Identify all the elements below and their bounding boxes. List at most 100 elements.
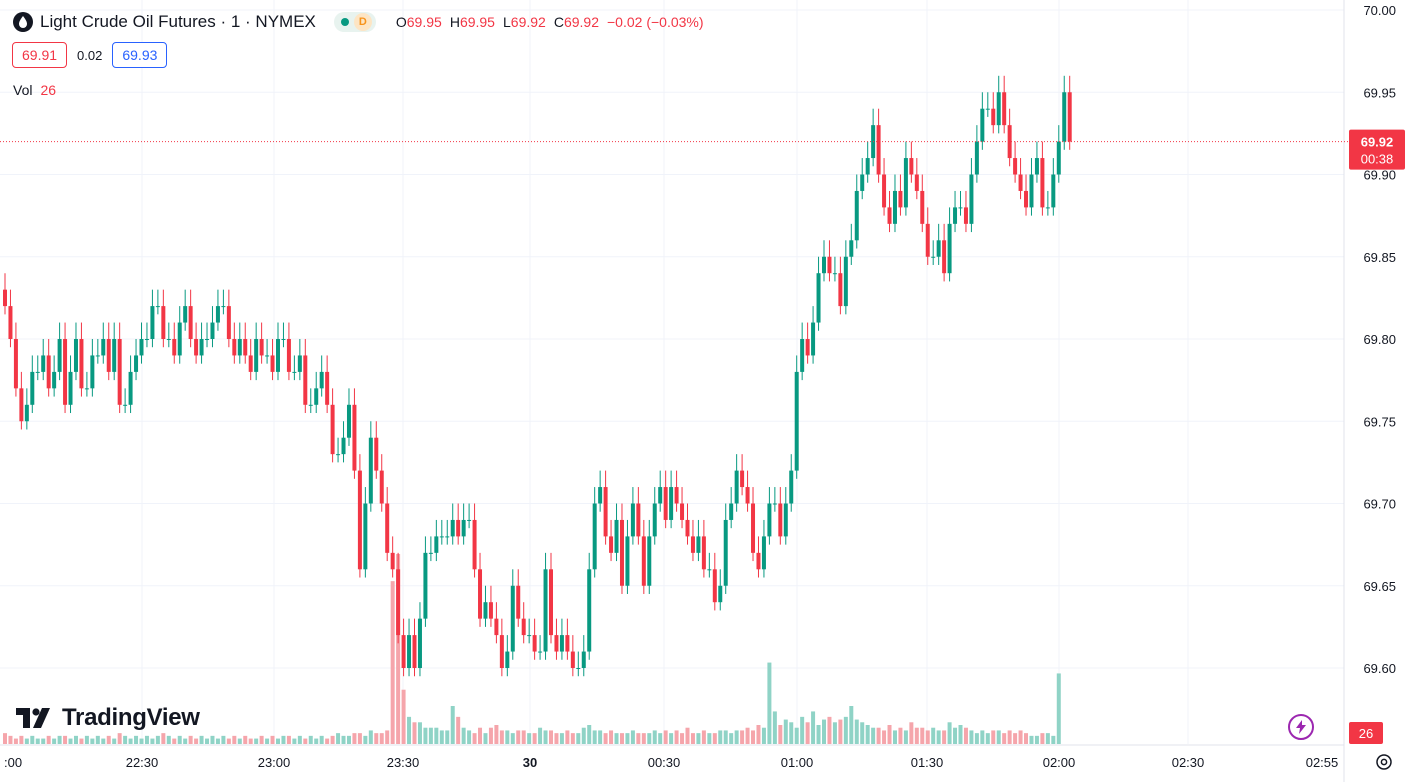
- candle-body: [909, 158, 914, 175]
- volume-bar: [341, 735, 346, 744]
- candle-body: [789, 470, 794, 504]
- candle-body: [1024, 190, 1029, 208]
- time-tick-label: 02:00: [1043, 755, 1076, 770]
- volume-bar: [166, 735, 171, 744]
- candle-body: [559, 635, 564, 652]
- time-tick-label: :00: [4, 755, 22, 770]
- candle-body: [674, 487, 679, 504]
- volume-bar: [106, 735, 111, 744]
- candle-body: [155, 306, 160, 308]
- volume-bar: [363, 735, 368, 744]
- volume-bar: [412, 722, 417, 744]
- volume-bar: [816, 725, 821, 744]
- candle-body: [215, 306, 220, 323]
- volume-bar: [73, 735, 78, 744]
- high-value: 69.95: [459, 14, 495, 30]
- price-tick-label: 69.75: [1363, 414, 1396, 429]
- candle-body: [969, 174, 974, 224]
- sell-price-button[interactable]: 69.91: [12, 42, 68, 68]
- candle-body: [669, 487, 674, 520]
- candle-body: [407, 635, 412, 668]
- volume-bar: [641, 733, 646, 744]
- settings-gear-icon[interactable]: [1374, 752, 1394, 772]
- market-status-badge[interactable]: D: [333, 12, 376, 32]
- delayed-data-icon: D: [353, 13, 372, 31]
- volume-bar: [232, 735, 237, 744]
- volume-bar: [439, 730, 444, 744]
- volume-bar: [8, 735, 13, 744]
- volume-bar: [690, 733, 695, 744]
- candle-body: [936, 240, 941, 257]
- lightning-icon[interactable]: [1288, 714, 1314, 740]
- volume-bar: [177, 735, 182, 744]
- oil-drop-icon[interactable]: [12, 11, 34, 33]
- candle-body: [385, 503, 390, 553]
- candle-body: [614, 519, 619, 553]
- volume-bar: [19, 735, 24, 744]
- last-price-tag-bg: [1349, 129, 1405, 170]
- candle-body: [472, 519, 477, 570]
- volume-bar: [543, 730, 548, 744]
- candle-body: [581, 651, 586, 668]
- candle-body: [783, 503, 788, 537]
- volume-bar: [538, 727, 543, 744]
- volume-bar: [101, 738, 106, 744]
- symbol-title[interactable]: Light Crude Oil Futures · 1 · NYMEX: [40, 12, 316, 31]
- candle-body: [90, 355, 95, 389]
- volume-legend[interactable]: Vol 26: [13, 82, 56, 98]
- candle-body: [701, 536, 706, 570]
- open-value: 69.95: [406, 14, 442, 30]
- volume-bar: [84, 735, 89, 744]
- volume-bar: [434, 727, 439, 744]
- candle-body: [892, 190, 897, 224]
- candle-body: [30, 371, 35, 405]
- volume-bar: [619, 733, 624, 744]
- candle-body: [942, 240, 947, 274]
- volume-bar: [1040, 733, 1045, 744]
- time-tick-label: 23:30: [387, 755, 420, 770]
- change-value: −0.02 (−0.03%): [607, 14, 704, 30]
- volume-bar: [319, 735, 324, 744]
- price-tick-label: 69.85: [1363, 250, 1396, 265]
- volume-bar: [144, 735, 149, 744]
- candle-body: [139, 339, 144, 356]
- grid-lines: [0, 0, 1345, 782]
- volume-bar: [636, 733, 641, 744]
- volume-bar: [297, 735, 302, 744]
- volume-bar: [155, 735, 160, 744]
- volume-bar: [456, 716, 461, 744]
- volume-bar: [723, 730, 728, 744]
- price-axis[interactable]: 69.60 69.65 69.70 69.75 69.80 69.85 69.90 69.95…: [1363, 3, 1396, 676]
- time-axis[interactable]: :00 22:30 23:00 23:30 30 00:30 01:00 01:30 02:00…: [4, 755, 1338, 770]
- volume-bar: [505, 730, 510, 744]
- candle-body: [144, 339, 149, 340]
- candle-body: [1002, 92, 1007, 126]
- candle-body: [963, 207, 968, 224]
- spread-value: 0.02: [77, 47, 103, 63]
- candle-body: [478, 569, 483, 619]
- price-tick-label: 69.60: [1363, 661, 1396, 676]
- candle-body: [521, 618, 526, 636]
- candle-body: [226, 306, 231, 339]
- buy-price-button[interactable]: 69.93: [112, 42, 168, 68]
- price-tick-label: 69.65: [1363, 579, 1396, 594]
- time-tick-label: 23:00: [258, 755, 291, 770]
- volume-bar: [90, 738, 95, 744]
- candle-body: [8, 306, 13, 339]
- candle-body: [52, 371, 57, 389]
- volume-bar: [936, 730, 941, 744]
- candle-body: [625, 536, 630, 586]
- volume-bar: [827, 716, 832, 744]
- volume-bar: [281, 735, 286, 744]
- candle-body: [849, 240, 854, 257]
- volume-bar: [123, 735, 128, 744]
- candle-body: [549, 569, 553, 636]
- tradingview-wordmark: TradingView: [62, 704, 200, 731]
- tradingview-logo-icon: [16, 708, 50, 728]
- tradingview-logo[interactable]: TradingView: [16, 704, 200, 732]
- low-label: L: [502, 14, 511, 30]
- volume-bar: [516, 730, 521, 744]
- candle-body: [68, 371, 73, 405]
- candle-body: [609, 536, 614, 553]
